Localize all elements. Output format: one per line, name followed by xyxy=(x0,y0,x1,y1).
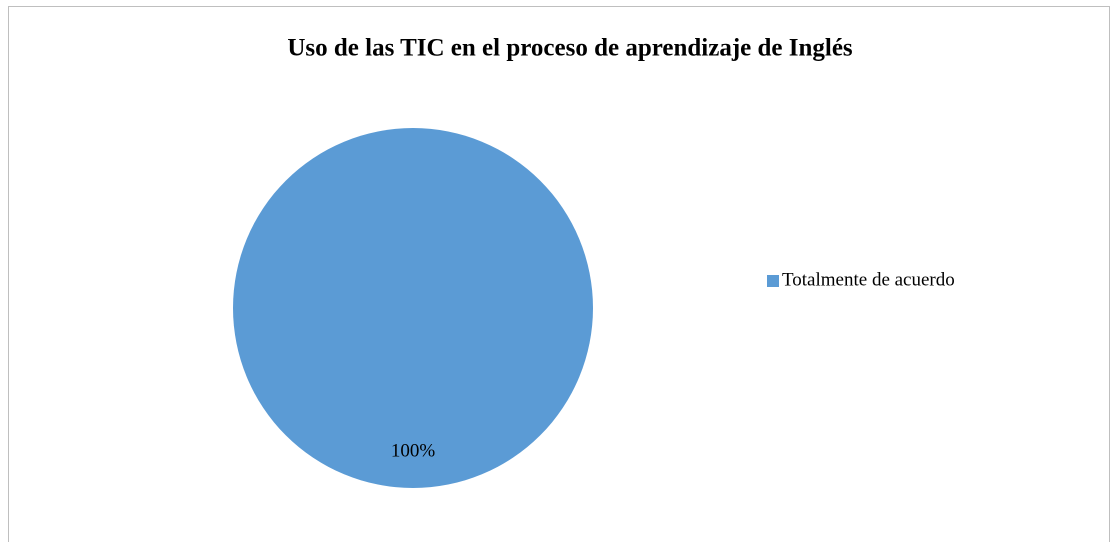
data-label: 100% xyxy=(391,440,436,461)
legend-swatch xyxy=(767,275,779,287)
chart-title: Uso de las TIC en el proceso de aprendiz… xyxy=(287,35,853,62)
pie-slice xyxy=(233,128,593,488)
legend-label: Totalmente de acuerdo xyxy=(782,269,955,290)
